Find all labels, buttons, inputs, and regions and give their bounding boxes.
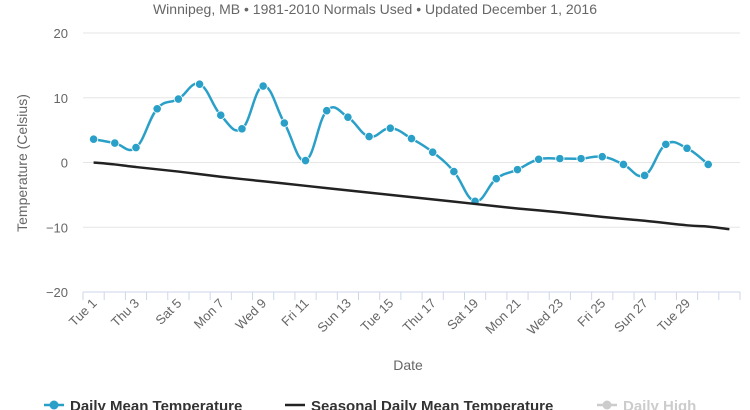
x-tick-label: Fri 11 — [278, 296, 311, 329]
data-point[interactable] — [258, 81, 268, 91]
x-tick-label: Mon 7 — [191, 296, 227, 332]
legend-item-2[interactable]: Daily High — [597, 398, 696, 410]
data-point[interactable] — [597, 152, 607, 162]
data-point[interactable] — [152, 104, 162, 114]
x-axis: Tue 1 Thu 3 Sat 5 Mon 7 Wed 9 Fri 11 Sun 13 Tue… — [66, 291, 741, 338]
x-tick-label: Sat 5 — [152, 296, 184, 328]
data-point[interactable] — [534, 154, 544, 164]
legend-item-0[interactable]: Daily Mean Temperature — [44, 398, 242, 410]
data-point[interactable] — [88, 134, 99, 144]
data-point[interactable] — [131, 143, 141, 153]
series-line-0 — [93, 82, 709, 203]
y-axis-title: Temperature (Celsius) — [14, 94, 30, 232]
data-point[interactable] — [364, 132, 374, 142]
data-point[interactable] — [640, 170, 650, 181]
y-axis-ticks: 20 10 0 −10 −20 — [46, 26, 68, 300]
data-point[interactable] — [237, 124, 247, 134]
x-tick-label: Mon 21 — [482, 296, 523, 337]
legend-symbol-marker — [602, 400, 612, 410]
data-point[interactable] — [682, 143, 692, 153]
x-tick-label: Tue 1 — [66, 296, 100, 330]
data-point[interactable] — [110, 138, 120, 148]
data-point[interactable] — [618, 159, 629, 170]
legend-symbol-marker — [49, 400, 59, 410]
x-tick-label: Sat 19 — [444, 296, 481, 333]
data-point[interactable] — [406, 133, 417, 144]
x-tick-label: Wed 23 — [524, 296, 566, 338]
x-tick-label: Tue 29 — [654, 296, 693, 335]
x-tick-label: Wed 9 — [232, 296, 269, 333]
y-tick-label: 0 — [61, 156, 68, 171]
data-point[interactable] — [449, 166, 459, 177]
data-point[interactable] — [491, 174, 501, 184]
grid-lines — [83, 32, 740, 293]
legend-label: Seasonal Daily Mean Temperature — [311, 398, 553, 410]
data-point[interactable] — [428, 147, 438, 157]
legend-label: Daily Mean Temperature — [70, 398, 242, 410]
data-point[interactable] — [661, 139, 671, 149]
series-line-1 — [93, 161, 730, 231]
legend: Daily Mean Temperature Seasonal Daily Mea… — [44, 398, 696, 410]
y-tick-label: −20 — [46, 285, 68, 300]
y-tick-label: 10 — [54, 91, 68, 106]
y-tick-label: −10 — [46, 220, 68, 235]
data-point[interactable] — [173, 94, 183, 104]
legend-label: Daily High — [623, 398, 696, 410]
x-tick-label: Tue 15 — [358, 296, 397, 335]
x-tick-label: Thu 17 — [400, 296, 439, 335]
x-tick-label: Thu 3 — [108, 296, 142, 330]
x-tick-label: Sun 27 — [611, 296, 651, 336]
data-point[interactable] — [512, 165, 523, 175]
data-point[interactable] — [343, 112, 353, 122]
data-point[interactable] — [576, 154, 586, 164]
x-axis-title: Date — [393, 357, 423, 373]
x-tick-label: Fri 25 — [574, 296, 608, 330]
legend-item-1[interactable]: Seasonal Daily Mean Temperature — [285, 398, 553, 410]
data-point[interactable] — [322, 106, 332, 116]
data-point[interactable] — [555, 154, 565, 164]
data-point[interactable] — [703, 159, 713, 170]
y-tick-label: 20 — [54, 26, 68, 41]
data-point[interactable] — [300, 155, 311, 166]
data-point[interactable] — [216, 110, 226, 120]
data-point[interactable] — [194, 79, 205, 89]
chart-subtitle: Winnipeg, MB • 1981-2010 Normals Used • … — [153, 1, 597, 17]
data-point[interactable] — [385, 123, 395, 133]
plot-area — [88, 79, 730, 231]
data-point[interactable] — [279, 118, 289, 128]
x-tick-label: Sun 13 — [314, 296, 354, 336]
